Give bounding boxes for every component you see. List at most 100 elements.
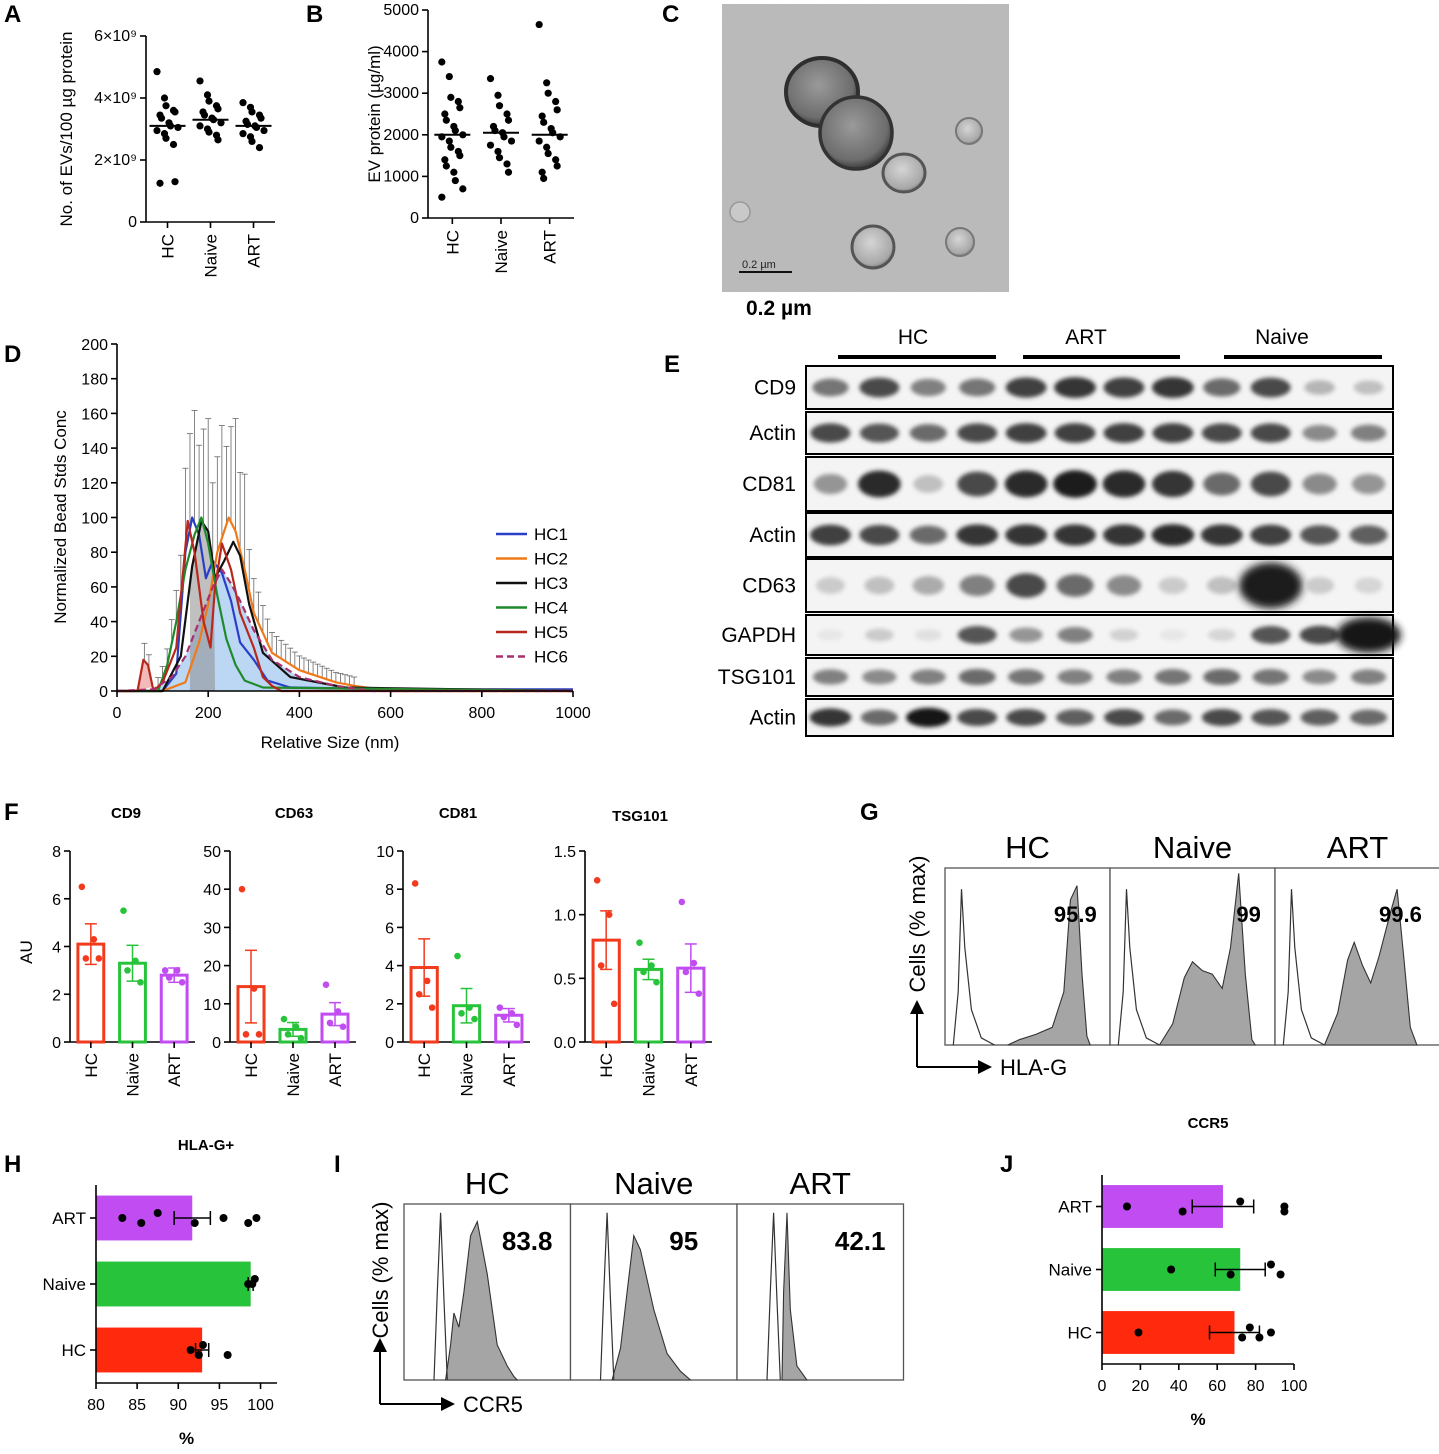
data-point: [552, 97, 560, 106]
blot-band: [1200, 524, 1243, 546]
data-point: [169, 140, 178, 149]
y-tick-label: ART: [1058, 1198, 1092, 1217]
blot-band: [1207, 628, 1236, 642]
blot-band: [812, 669, 849, 685]
y-axis-label: No. of EVs/100 µg protein: [57, 31, 76, 226]
blot-row-label: TSG101: [718, 666, 796, 689]
blot-band: [1151, 377, 1194, 398]
x-tick-label: 600: [377, 705, 404, 722]
data-point: [451, 127, 459, 135]
bar-chart-tsg101: TSG101 0.0 0.5 1.0 1.5 HC Naive ART: [554, 808, 712, 1096]
data-point: [137, 979, 144, 986]
data-point: [538, 168, 546, 176]
data-point: [124, 967, 131, 974]
panel-e: E HC ART Naive CD9 Actin CD81 Actin CD63 GAPDH TS…: [664, 326, 1401, 737]
y-tick-label: 20: [90, 649, 108, 666]
blot-band: [1302, 424, 1337, 442]
bar-chart-cd9: CD9 0 2 4 6 8 HC Naive ART: [52, 805, 195, 1096]
data-point: [496, 1004, 504, 1011]
data-point: [153, 1209, 162, 1217]
y-tick-label: 0: [385, 1035, 394, 1052]
panel-d: D 0 20 40 60 80 100 120 140 160 180 200 0 200 400 600 8…: [4, 337, 591, 752]
x-tick-label: 80: [87, 1397, 105, 1414]
blot-band: [1102, 470, 1146, 498]
data-point: [543, 143, 551, 151]
data-point: [441, 110, 449, 118]
data-point: [1276, 1270, 1285, 1279]
y-tick-label: 0: [128, 214, 137, 231]
y-tick-label: 0: [99, 684, 108, 701]
blot-band: [810, 423, 851, 443]
x-arrow-head: [441, 1397, 455, 1411]
blot-group-label: HC: [898, 326, 928, 349]
y-tick-label: 0: [212, 1035, 221, 1052]
blot-row-label: Actin: [749, 524, 796, 547]
data-point: [678, 898, 686, 906]
blot-band: [1203, 668, 1241, 686]
blot-band: [859, 524, 900, 546]
blot-frame: [805, 657, 1394, 697]
data-point: [544, 149, 552, 158]
data-point: [326, 1019, 334, 1027]
y-tick-label: 4: [52, 940, 61, 957]
blot-band: [957, 471, 998, 497]
data-point: [438, 193, 446, 201]
data-point: [441, 156, 449, 164]
blot-frame: [805, 512, 1394, 558]
blot-band: [1005, 524, 1048, 546]
x-tick-label: 800: [468, 705, 495, 722]
blot-frame: [805, 411, 1394, 455]
data-point: [552, 156, 560, 164]
data-point: [297, 1034, 305, 1042]
histogram-filled: [1007, 885, 1091, 1046]
vesicle: [881, 152, 927, 194]
blot-band: [1053, 470, 1097, 498]
data-point: [239, 130, 247, 138]
blot-band: [1252, 669, 1289, 685]
x-tick-label: 80: [1247, 1378, 1265, 1395]
blot-band: [1159, 629, 1187, 641]
blot-band: [914, 629, 942, 641]
blot-band: [1158, 577, 1188, 594]
data-point: [640, 968, 647, 976]
blot-band: [1300, 525, 1340, 545]
panel-g-histograms: HC 95.9 Naive 99 ART 99.6 Cells (% max) HLA-G: [905, 830, 1439, 1080]
panel-g: G HC 95.9 Naive 99 ART 99.6 Cells (% max) HLA-G: [860, 799, 1439, 1080]
blot-band: [1349, 525, 1388, 545]
data-point: [162, 102, 170, 110]
vesicle: [955, 117, 983, 145]
data-point: [165, 974, 173, 981]
data-point: [137, 1219, 146, 1227]
x-tick-label: 95: [211, 1397, 229, 1414]
x-tick-label: 60: [1208, 1378, 1226, 1395]
panel-b: B 0 1000 2000 3000 4000 5000 EV protein (µg/ml…: [306, 1, 574, 273]
blot-band: [1154, 669, 1191, 685]
x-tick-label: ART: [500, 1053, 519, 1087]
y-tick-label: 8: [52, 844, 61, 861]
blot-band: [810, 524, 851, 546]
data-point: [553, 162, 561, 170]
data-point: [451, 176, 459, 185]
data-point: [196, 77, 204, 85]
blot-band: [862, 669, 897, 685]
data-point: [503, 160, 511, 168]
y-tick-label: 40: [203, 882, 221, 899]
data-point: [486, 141, 495, 149]
data-point: [471, 1015, 478, 1023]
data-point: [535, 137, 543, 145]
blot-band: [912, 576, 945, 595]
data-point: [1245, 1323, 1254, 1332]
blot-band: [1251, 626, 1291, 644]
data-point: [456, 104, 464, 112]
x-tick-label: HC: [443, 230, 462, 255]
data-point: [486, 75, 495, 83]
blot-band: [1154, 709, 1192, 726]
y-tick-label: Naive: [1049, 1261, 1092, 1280]
blot-row-cd9: [805, 365, 1394, 410]
histogram-hc: HC 95.9: [944, 830, 1111, 1046]
panel-g-label: G: [860, 799, 879, 826]
data-point: [200, 111, 209, 119]
panel-b-label: B: [306, 1, 323, 28]
y-tick-label: 6×10⁹: [94, 28, 137, 45]
data-point: [610, 1000, 618, 1008]
